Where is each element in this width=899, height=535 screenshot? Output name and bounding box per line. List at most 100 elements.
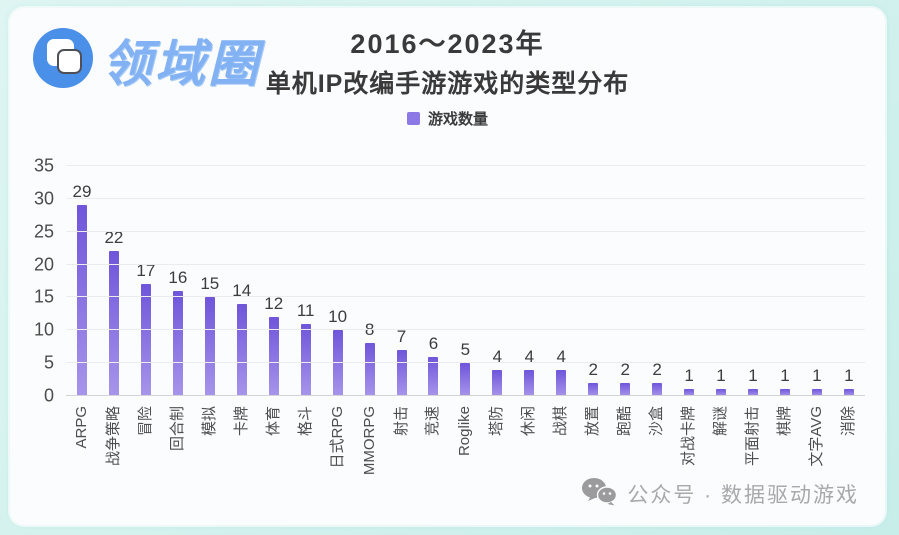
- bar: [300, 323, 311, 396]
- bar-value-label: 1: [684, 366, 694, 386]
- bar-value-label: 4: [524, 346, 535, 366]
- bar-column: 29: [66, 166, 98, 396]
- logo: 领域圈: [32, 24, 261, 96]
- x-category-label: 竞速: [424, 406, 442, 437]
- footer-text: 公众号 · 数据驱动游戏: [627, 483, 859, 507]
- plot-area: 2922171615141211108765444222111111: [66, 165, 865, 396]
- bar-column: 2: [577, 166, 609, 396]
- x-label-cell: 体育: [258, 402, 290, 497]
- bar-column: 1: [673, 166, 705, 396]
- x-label-cell: 回合制: [162, 402, 194, 497]
- y-tick-label: 10: [33, 319, 54, 340]
- y-tick-label: 5: [43, 352, 54, 373]
- bar-value-label: 8: [365, 320, 374, 340]
- chart-card: 领域圈 2016～2023年 单机IP改编手游游戏的类型分布 游戏数量 0 5 10…: [10, 8, 885, 525]
- bar-value-label: 7: [396, 327, 407, 346]
- x-axis-line: [66, 395, 865, 396]
- y-tick-label: 35: [33, 155, 54, 176]
- bar-value-label: 10: [328, 307, 348, 327]
- gridline: [66, 362, 865, 364]
- x-label-cell: 卡牌: [226, 402, 258, 497]
- x-category-label: ARPG: [72, 406, 90, 449]
- x-category-label: 冒险: [136, 406, 154, 437]
- bar: [204, 297, 215, 396]
- x-category-label: Roglike: [456, 406, 474, 457]
- legend-swatch: [406, 112, 420, 125]
- bar: [747, 389, 758, 396]
- bar-column: 2: [609, 166, 641, 396]
- bar-column: 4: [481, 166, 513, 396]
- bar: [140, 284, 151, 396]
- bar-value-label: 29: [72, 182, 92, 202]
- bar: [428, 356, 439, 396]
- bar: [811, 389, 822, 396]
- x-label-cell: 休闲: [513, 402, 545, 497]
- bar: [843, 389, 854, 396]
- logo-icon: [32, 27, 94, 94]
- bar-value-label: 2: [588, 359, 598, 379]
- bar-value-label: 1: [780, 366, 790, 386]
- gridline: [66, 296, 865, 298]
- bar: [396, 350, 407, 396]
- bar-column: 6: [417, 166, 449, 396]
- bar-column: 4: [513, 166, 545, 396]
- x-label-cell: 射击: [386, 402, 418, 497]
- chart-title: 2016～2023年 单机IP改编手游游戏的类型分布: [10, 22, 885, 100]
- bar-value-label: 1: [844, 366, 854, 386]
- gridline: [66, 230, 865, 232]
- bar-value-label: 14: [232, 281, 252, 300]
- x-label-cell: 模拟: [194, 402, 226, 497]
- bar-column: 1: [769, 166, 801, 396]
- gridline: [66, 165, 865, 166]
- x-category-label: 战棋: [552, 406, 570, 437]
- bar: [716, 389, 727, 396]
- x-label-cell: 格斗: [290, 402, 322, 497]
- bar-value-label: 5: [460, 340, 471, 360]
- bar: [364, 343, 375, 396]
- y-axis: 0 5 10 15 20 25 30 35: [20, 156, 60, 406]
- legend-label: 游戏数量: [427, 111, 488, 128]
- x-label-cell: 战棋: [545, 402, 577, 497]
- y-tick-label: 25: [33, 221, 54, 242]
- bar-column: 4: [545, 166, 577, 396]
- bar: [492, 369, 503, 396]
- bar-column: 1: [737, 166, 769, 396]
- x-category-label: 回合制: [168, 406, 186, 452]
- y-tick-label: 30: [33, 188, 54, 209]
- x-category-label: MMORPG: [360, 406, 378, 476]
- x-category-label: 模拟: [200, 406, 218, 437]
- bar: [620, 382, 631, 396]
- bar-value-label: 4: [492, 346, 503, 366]
- gridline: [66, 329, 865, 331]
- bar-value-label: 1: [716, 366, 726, 386]
- bar: [588, 382, 599, 396]
- bar-column: 1: [801, 166, 833, 396]
- x-category-label: 战争策略: [104, 406, 122, 467]
- x-label-cell: ARPG: [66, 402, 98, 497]
- bar-value-label: 2: [620, 359, 630, 379]
- bar-column: 17: [130, 166, 162, 396]
- bar-column: 2: [641, 166, 673, 396]
- bar-value-label: 16: [168, 267, 188, 287]
- y-tick-label: 15: [33, 286, 54, 307]
- x-category-label: 格斗: [296, 406, 314, 437]
- bar: [684, 389, 695, 396]
- chart-title-line1: 2016～2023年: [350, 29, 545, 59]
- x-category-label: 休闲: [520, 406, 538, 437]
- bar-column: 7: [386, 166, 418, 396]
- bar: [76, 205, 87, 396]
- y-tick-label: 20: [33, 254, 54, 275]
- wechat-icon: [581, 476, 618, 511]
- x-category-label: 塔防: [488, 406, 506, 437]
- bar: [172, 290, 183, 396]
- bar-column: 5: [449, 166, 481, 396]
- bar-column: 12: [258, 166, 290, 396]
- bar-value-label: 11: [296, 300, 315, 320]
- bars-container: 2922171615141211108765444222111111: [66, 166, 865, 396]
- bar-column: 1: [833, 166, 865, 396]
- x-label-cell: 日式RPG: [322, 402, 354, 497]
- x-category-label: 卡牌: [232, 406, 250, 437]
- x-category-label: 体育: [264, 406, 282, 437]
